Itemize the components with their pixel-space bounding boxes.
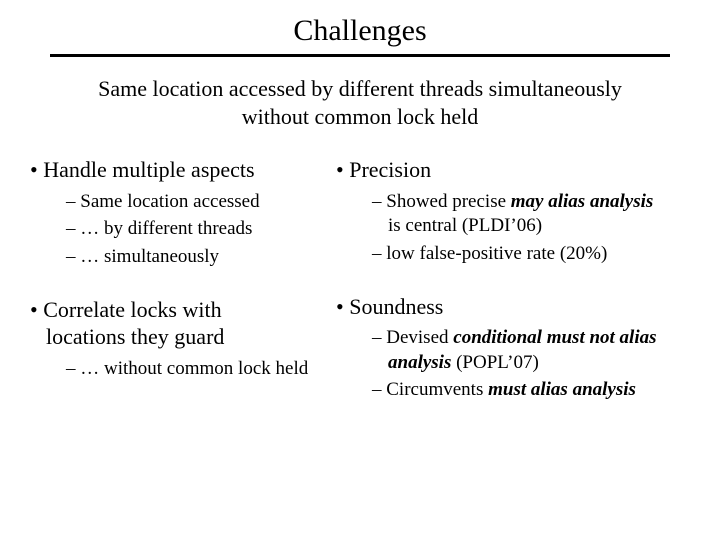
precise-em: may alias analysis (511, 191, 654, 212)
devised-post2: (POPL’07) (451, 352, 538, 373)
devised-em: conditional must not alias (453, 327, 656, 348)
bullet-handle-aspects: Handle multiple aspects (24, 156, 324, 184)
correlate-l2: locations they guard (46, 323, 224, 351)
sub-circumvents: Circumvents must alias analysis (330, 378, 700, 403)
sub-same-location: Same location accessed (24, 190, 324, 215)
lead-line-2: without common lock held (242, 104, 478, 129)
sub-cond-must-not-alias: Devised conditional must not aliasanalys… (330, 326, 700, 375)
bullet-soundness: Soundness (330, 293, 700, 321)
left-block-1: Handle multiple aspects Same location ac… (24, 156, 324, 270)
bullet-precision: Precision (330, 156, 700, 184)
slide: Challenges Same location accessed by dif… (0, 0, 720, 540)
slide-title: Challenges (20, 14, 700, 48)
right-column: Precision Showed precise may alias analy… (328, 152, 700, 429)
lead-line-1: Same location accessed by different thre… (98, 76, 622, 101)
circ-em: must alias analysis (488, 379, 636, 400)
sub-low-fp: low false-positive rate (20%) (330, 242, 700, 267)
sub-without-common-lock: … without common lock held (24, 357, 324, 382)
devised-line2: analysis (POPL’07) (388, 351, 539, 376)
lead-text: Same location accessed by different thre… (50, 75, 670, 130)
devised-em2: analysis (388, 352, 451, 373)
devised-pre: Devised (386, 327, 453, 348)
circ-pre: Circumvents (386, 379, 488, 400)
sub-simultaneously: … simultaneously (24, 245, 324, 270)
precise-pre: Showed precise (386, 191, 511, 212)
columns: Handle multiple aspects Same location ac… (20, 152, 700, 429)
right-block-1: Precision Showed precise may alias analy… (330, 156, 700, 267)
left-column: Handle multiple aspects Same location ac… (20, 152, 324, 429)
right-block-2: Soundness Devised conditional must not a… (330, 293, 700, 404)
precise-post2: is central (PLDI’06) (388, 214, 542, 239)
sub-diff-threads: … by different threads (24, 217, 324, 242)
left-block-2: Correlate locks withlocations they guard… (24, 296, 324, 382)
correlate-l1: Correlate locks with (43, 297, 221, 322)
title-rule (50, 54, 670, 57)
sub-precise-may-alias: Showed precise may alias analysisis cent… (330, 190, 700, 239)
bullet-correlate-locks: Correlate locks withlocations they guard (24, 296, 324, 351)
